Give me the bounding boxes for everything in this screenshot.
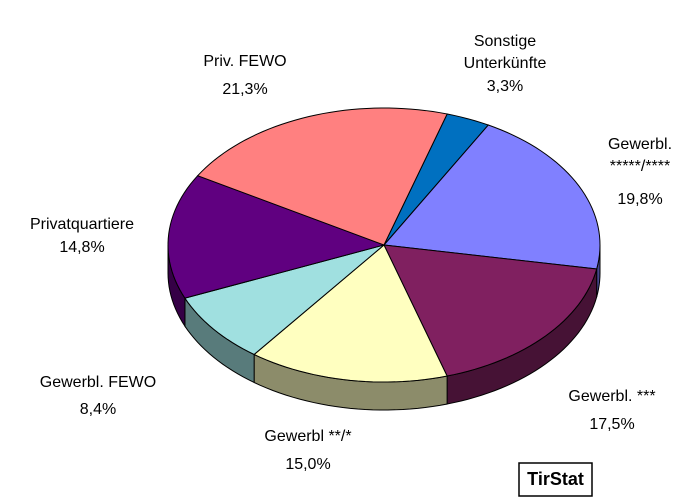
value-label: 19,8% [617,191,662,208]
slice-label: Gewerbl. *****/**** [608,136,672,175]
value-label: 14,8% [59,239,104,256]
slice [167,175,386,299]
slice-label: Sonstige Unterkünfte [464,33,547,72]
label-line: Gewerbl. [608,136,672,153]
slice [383,244,598,377]
slice [253,244,448,383]
label-line: Unterkünfte [464,55,547,72]
slice-label: Gewerbl. FEWO [40,374,156,391]
value-label: 17,5% [589,416,634,433]
slice-label: Priv. FEWO [203,53,286,70]
value-label: 15,0% [285,456,330,473]
slice-label: Gewerbl **/* [264,428,351,445]
slice [184,244,385,356]
slice [383,113,490,246]
value-label: 3,3% [487,78,523,95]
label-line: *****/**** [610,158,670,175]
watermark: TirStat [527,469,584,489]
slice [196,107,448,246]
value-label: 21,3% [222,81,267,98]
value-label: 8,4% [80,401,116,418]
label-line: Sonstige [474,33,536,50]
watermark-box [518,462,593,497]
slice-label: Gewerbl. *** [568,388,655,405]
slice-label: Privatquartiere [30,216,134,233]
slice [382,124,601,270]
